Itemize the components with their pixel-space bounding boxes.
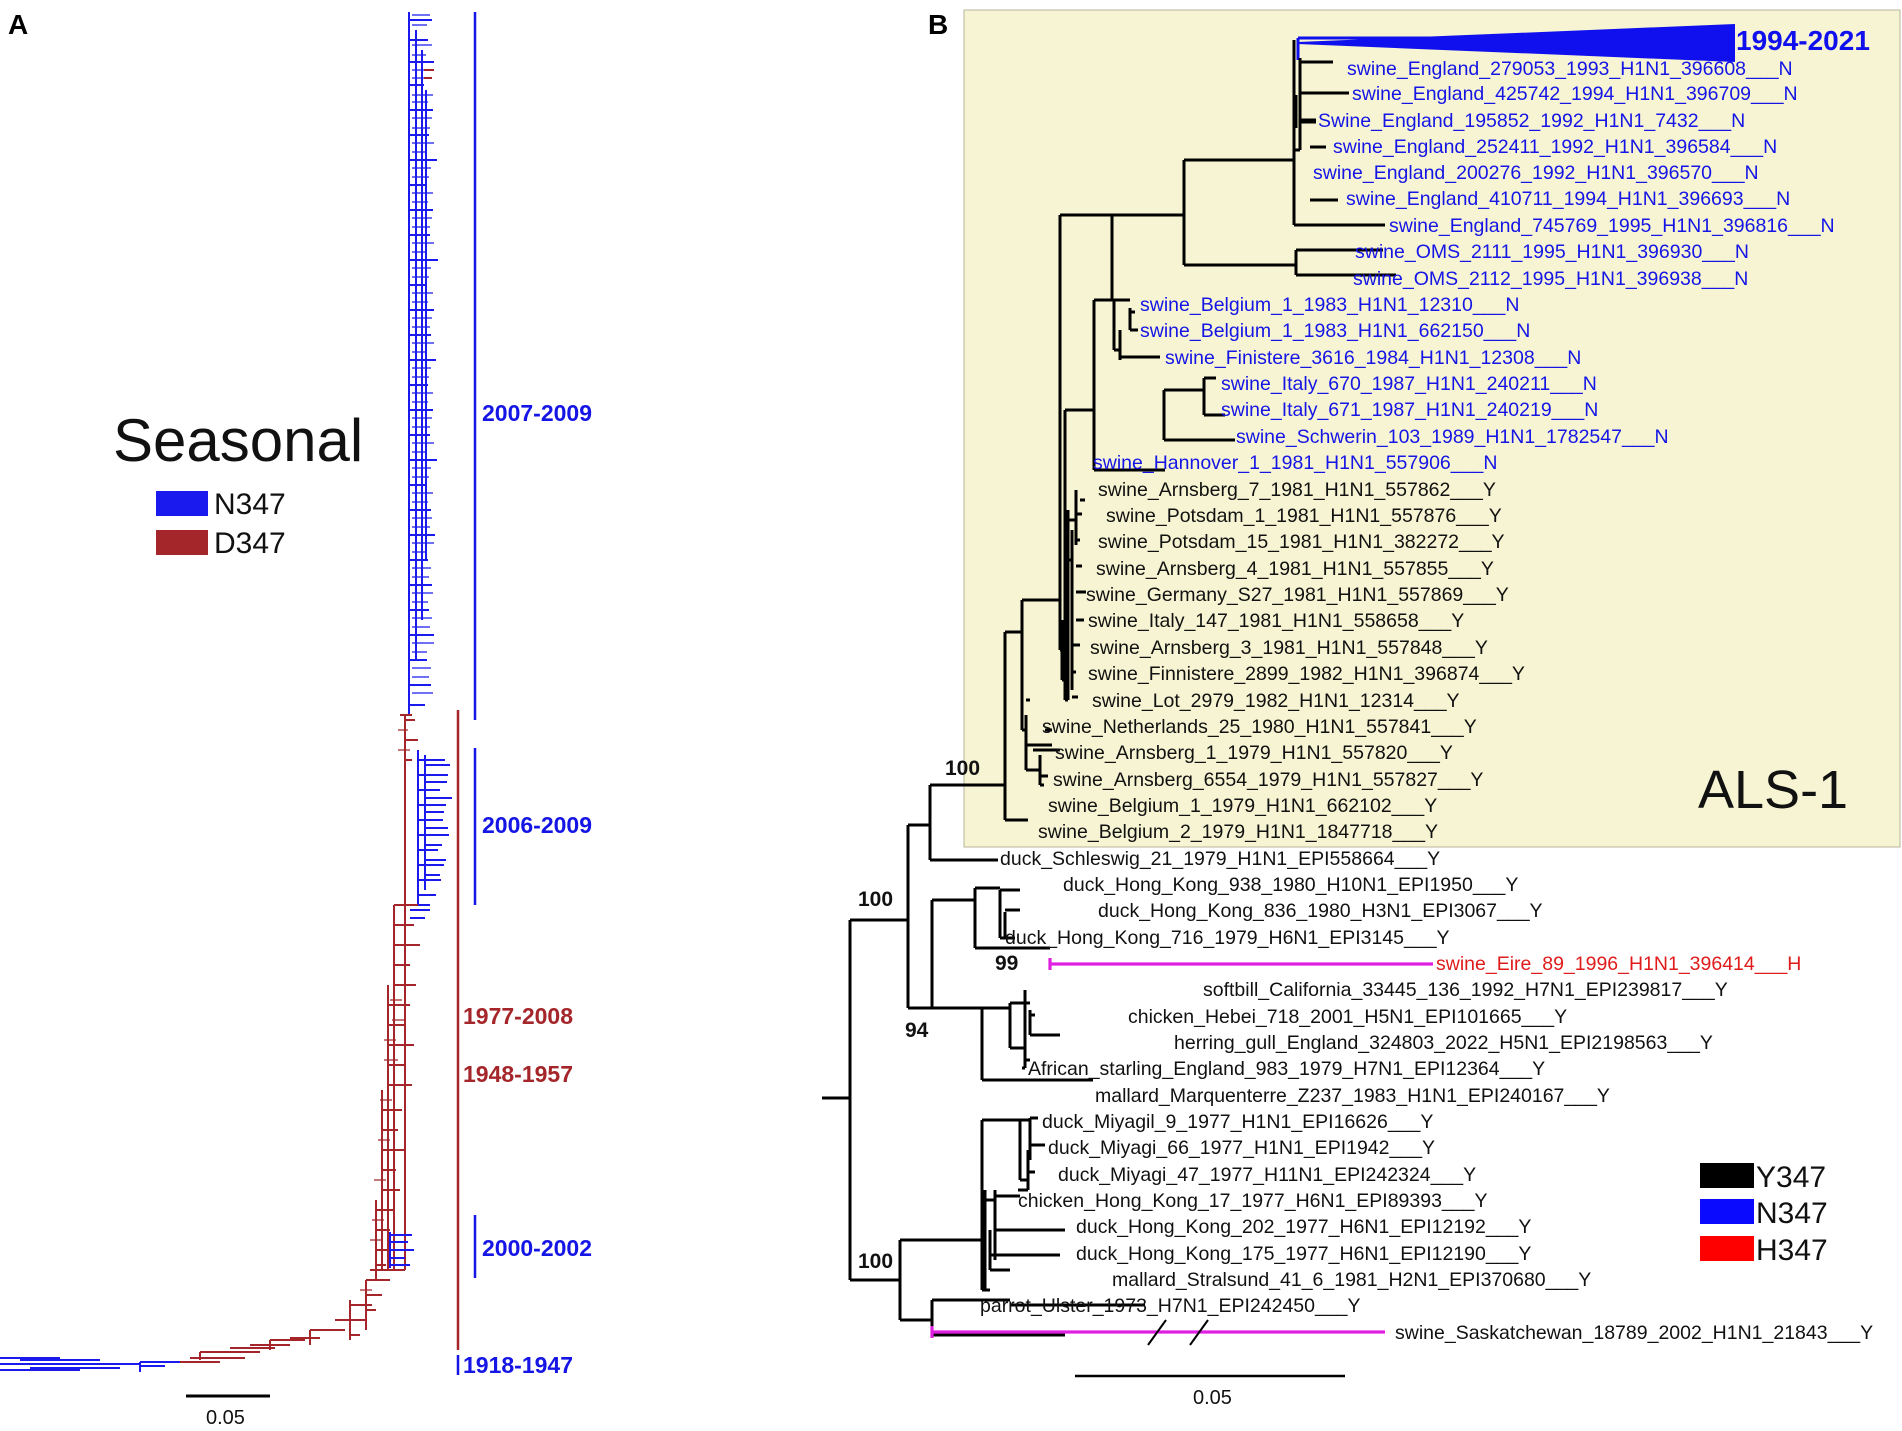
als1-label: ALS-1 <box>1698 760 1848 820</box>
leaf-label: duck_Hong_Kong_716_1979_H6N1_EPI3145___Y <box>1005 927 1450 949</box>
legend-a-d347-swatch <box>156 530 208 555</box>
leaf-label: swine_OMS_2112_1995_H1N1_396938___N <box>1353 268 1748 290</box>
leaf-label: duck_Miyagil_9_1977_H1N1_EPI16626___Y <box>1042 1111 1433 1133</box>
leaf-label: swine_England_425742_1994_H1N1_396709___… <box>1352 83 1798 105</box>
clade-label-1948-1957: 1948-1957 <box>463 1061 573 1087</box>
leaf-label: swine_Lot_2979_1982_H1N1_12314___Y <box>1092 690 1460 712</box>
leaf-label: Swine_England_195852_1992_H1N1_7432___N <box>1318 110 1745 132</box>
tree-b-branches <box>822 40 1396 1337</box>
leaf-label: swine_Potsdam_15_1981_H1N1_382272___Y <box>1098 531 1505 553</box>
scale-label-a: 0.05 <box>206 1407 245 1429</box>
leaf-label: swine_England_279053_1993_H1N1_396608___… <box>1347 58 1793 80</box>
bootstrap-eire: 99 <box>995 952 1018 975</box>
leaf-label: parrot_Ulster_1973_H7N1_EPI242450___Y <box>980 1295 1361 1317</box>
collapsed-clade-triangle <box>1298 24 1735 62</box>
clade-label-2006-2009: 2006-2009 <box>482 812 592 838</box>
leaf-label: swine_Belgium_2_1979_H1N1_1847718___Y <box>1038 821 1438 843</box>
leaf-label: herring_gull_England_324803_2022_H5N1_EP… <box>1174 1032 1713 1054</box>
legend-b-h347-label: H347 <box>1756 1234 1828 1267</box>
leaf-label: swine_Italy_671_1987_H1N1_240219___N <box>1221 399 1598 421</box>
leaf-label: duck_Schleswig_21_1979_H1N1_EPI558664___… <box>1000 848 1440 870</box>
leaf-label: swine_Hannover_1_1981_H1N1_557906___N <box>1093 452 1497 474</box>
leaf-label: swine_Saskatchewan_18789_2002_H1N1_21843… <box>1395 1322 1873 1344</box>
leaf-label: duck_Miyagi_47_1977_H11N1_EPI242324___Y <box>1058 1164 1476 1186</box>
als1-box <box>963 9 1901 848</box>
bootstrap-lower: 100 <box>858 1250 893 1273</box>
bootstrap-upper: 100 <box>858 888 893 911</box>
leaf-label: duck_Hong_Kong_938_1980_H10N1_EPI1950___… <box>1063 874 1518 896</box>
leaf-labels: swine_England_279053_1993_H1N1_396608___… <box>980 58 1873 1344</box>
leaf-label: swine_England_252411_1992_H1N1_396584___… <box>1333 136 1777 158</box>
clade-label-2007-2009: 2007-2009 <box>482 400 592 426</box>
leaf-label: swine_Finistere_3616_1984_H1N1_12308___N <box>1165 347 1581 369</box>
panel-b: B ALS-1 1994-2021 <box>822 9 1901 1409</box>
leaf-label: swine_Arnsberg_6554_1979_H1N1_557827___Y <box>1053 769 1483 791</box>
branch-break-marks <box>1147 1319 1209 1346</box>
leaf-label: swine_Germany_S27_1981_H1N1_557869___Y <box>1086 584 1509 606</box>
legend-a-n347-swatch <box>156 491 208 516</box>
legend-b-h347-swatch <box>1700 1236 1754 1261</box>
leaf-label: chicken_Hebei_718_2001_H5N1_EPI101665___… <box>1128 1006 1567 1028</box>
legend-b-y347-swatch <box>1700 1163 1754 1188</box>
clade-2000-2002-branches <box>389 1232 414 1268</box>
leaf-label: African_starling_England_983_1979_H7N1_E… <box>1028 1058 1545 1080</box>
seasonal-title: Seasonal <box>113 407 363 474</box>
clade-1918-1947-branches <box>0 1357 180 1372</box>
leaf-label: mallard_Marquenterre_Z237_1983_H1N1_EPI2… <box>1095 1085 1610 1107</box>
leaf-label: swine_Italy_147_1981_H1N1_558658___Y <box>1088 610 1464 632</box>
leaf-label: duck_Hong_Kong_175_1977_H6N1_EPI12190___… <box>1076 1243 1531 1265</box>
leaf-label: swine_Belgium_1_1983_H1N1_12310___N <box>1140 294 1519 316</box>
clade-label-2000-2002: 2000-2002 <box>482 1235 592 1261</box>
bootstrap-94: 94 <box>905 1019 929 1042</box>
leaf-label: swine_Arnsberg_7_1981_H1N1_557862___Y <box>1098 479 1496 501</box>
leaf-label: swine_Finnistere_2899_1982_H1N1_396874__… <box>1088 663 1525 685</box>
legend-a-d347-label: D347 <box>214 527 286 560</box>
collapsed-clade-label: 1994-2021 <box>1736 25 1870 56</box>
leaf-label: swine_Arnsberg_3_1981_H1N1_557848___Y <box>1090 637 1488 659</box>
legend-b-n347-label: N347 <box>1756 1197 1828 1230</box>
leaf-label: swine_Belgium_1_1983_H1N1_662150___N <box>1140 320 1530 342</box>
panel-a-label: A <box>8 9 28 40</box>
clade-2007-2009-branches <box>408 12 438 715</box>
legend-b: Y347 N347 H347 <box>1700 1161 1828 1267</box>
scale-label-b: 0.05 <box>1193 1387 1232 1409</box>
panel-b-label: B <box>928 9 948 40</box>
leaf-label: swine_Netherlands_25_1980_H1N1_557841___… <box>1042 716 1477 738</box>
legend-b-n347-swatch <box>1700 1199 1754 1224</box>
leaf-label: softbill_California_33445_136_1992_H7N1_… <box>1203 979 1728 1001</box>
leaf-label: swine_England_200276_1992_H1N1_396570___… <box>1313 162 1759 184</box>
leaf-label: swine_Potsdam_1_1981_H1N1_557876___Y <box>1106 505 1502 527</box>
leaf-label: swine_Belgium_1_1979_H1N1_662102___Y <box>1048 795 1437 817</box>
leaf-label: swine_Arnsberg_4_1981_H1N1_557855___Y <box>1096 558 1494 580</box>
leaf-label: swine_Eire_89_1996_H1N1_396414___H <box>1436 953 1801 975</box>
red-insert-top <box>424 69 434 79</box>
panel-a: A 2007-2009 2006-2009 <box>0 9 592 1429</box>
leaf-label: duck_Hong_Kong_202_1977_H6N1_EPI12192___… <box>1076 1216 1531 1238</box>
leaf-label: swine_Schwerin_103_1989_H1N1_1782547___N <box>1236 426 1669 448</box>
leaf-label: chicken_Hong_Kong_17_1977_H6N1_EPI89393_… <box>1018 1190 1487 1212</box>
leaf-label: swine_Italy_670_1987_H1N1_240211___N <box>1221 373 1597 395</box>
clade-bars <box>456 12 477 1375</box>
leaf-label: swine_OMS_2111_1995_H1N1_396930___N <box>1355 241 1749 263</box>
clade-2007-2009-hatch <box>412 14 434 694</box>
clade-2006-2009-branches <box>410 750 452 919</box>
d347-hatch <box>360 729 410 1291</box>
legend-b-y347-label: Y347 <box>1756 1161 1826 1194</box>
clade-label-1918-1947: 1918-1947 <box>463 1352 573 1378</box>
seasonal-tree <box>0 12 452 1372</box>
pink-branches <box>930 958 1433 1338</box>
legend-a-n347-label: N347 <box>214 488 286 521</box>
clade-label-1977-2008: 1977-2008 <box>463 1003 573 1029</box>
bootstrap-als1: 100 <box>945 757 980 780</box>
leaf-label: mallard_Stralsund_41_6_1981_H2N1_EPI3706… <box>1112 1269 1591 1291</box>
d347-backbone <box>139 714 420 1368</box>
leaf-label: swine_Arnsberg_1_1979_H1N1_557820___Y <box>1055 742 1453 764</box>
leaf-label: swine_England_745769_1995_H1N1_396816___… <box>1389 215 1835 237</box>
leaf-label: swine_England_410711_1994_H1N1_396693___… <box>1346 188 1790 210</box>
pink-branch-eire <box>1048 958 1433 970</box>
leaf-label: duck_Miyagi_66_1977_H1N1_EPI1942___Y <box>1048 1137 1435 1159</box>
leaf-label: duck_Hong_Kong_836_1980_H3N1_EPI3067___Y <box>1098 900 1543 922</box>
